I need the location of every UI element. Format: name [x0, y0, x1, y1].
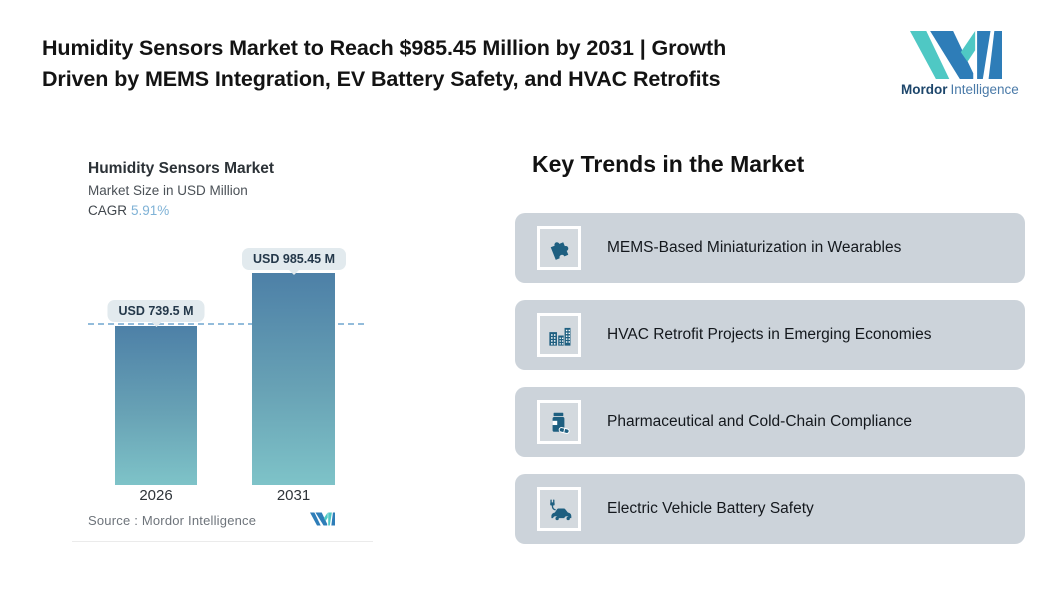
trend-label: Pharmaceutical and Cold-Chain Compliance	[607, 413, 912, 430]
trend-card-pharma: Pharmaceutical and Cold-Chain Compliance	[515, 387, 1025, 457]
callout-pointer-icon	[288, 270, 299, 275]
buildings-icon	[548, 327, 570, 346]
brand-name-regular: Intelligence	[950, 82, 1019, 97]
cagr-value: 5.91%	[131, 203, 170, 218]
callout-pointer-icon	[151, 322, 161, 327]
chart-subtitle: Market Size in USD Million	[88, 183, 248, 198]
x-axis-label-2031: 2031	[276, 487, 311, 504]
page-title: Humidity Sensors Market to Reach $985.45…	[42, 33, 726, 95]
market-size-chart: Humidity Sensors Market Market Size in U…	[72, 150, 373, 548]
chart-bottom-divider	[72, 541, 373, 542]
x-axis-label-2026: 2026	[139, 487, 173, 504]
puzzle-icon	[550, 241, 568, 260]
trend-icon-tile	[537, 313, 581, 357]
page-title-line2: Driven by MEMS Integration, EV Battery S…	[42, 67, 721, 91]
trend-icon-tile	[537, 487, 581, 531]
bar-value-callout-2026: USD 739.5 M	[107, 300, 205, 327]
bar-2031	[252, 273, 335, 485]
chart-source: Source : Mordor Intelligence	[88, 513, 257, 528]
chart-title: Humidity Sensors Market	[88, 160, 275, 177]
trends-heading: Key Trends in the Market	[532, 151, 805, 177]
reference-dashed-line	[88, 323, 364, 325]
trend-icon-tile	[537, 226, 581, 270]
brand-name: Mordor Intelligence	[901, 82, 1019, 97]
trend-icon-tile	[537, 400, 581, 444]
trend-card-mems: MEMS-Based Miniaturization in Wearables	[515, 213, 1025, 283]
mordor-logo-mark-icon	[910, 31, 1002, 79]
chart-cagr: CAGR 5.91%	[88, 203, 169, 218]
bar-2026	[115, 326, 197, 485]
brand-name-bold: Mordor	[901, 82, 948, 97]
trend-label: Electric Vehicle Battery Safety	[607, 500, 814, 517]
pill-bottle-icon	[552, 412, 570, 434]
trend-card-list: MEMS-Based Miniaturization in Wearables	[515, 213, 1025, 544]
bar-value-label: USD 985.45 M	[242, 248, 346, 270]
trend-label: HVAC Retrofit Projects in Emerging Econo…	[607, 326, 932, 343]
bar-value-callout-2031: USD 985.45 M	[242, 248, 346, 275]
mordor-mini-logo-icon	[310, 512, 335, 531]
mordor-intelligence-logo: Mordor Intelligence	[901, 31, 1019, 97]
cagr-label: CAGR	[88, 203, 128, 218]
bar-value-label: USD 739.5 M	[107, 300, 205, 322]
electric-car-icon	[549, 499, 571, 520]
trend-card-ev: Electric Vehicle Battery Safety	[515, 474, 1025, 544]
trend-label: MEMS-Based Miniaturization in Wearables	[607, 239, 902, 256]
page-title-line1: Humidity Sensors Market to Reach $985.45…	[42, 36, 727, 60]
trend-card-hvac: HVAC Retrofit Projects in Emerging Econo…	[515, 300, 1025, 370]
